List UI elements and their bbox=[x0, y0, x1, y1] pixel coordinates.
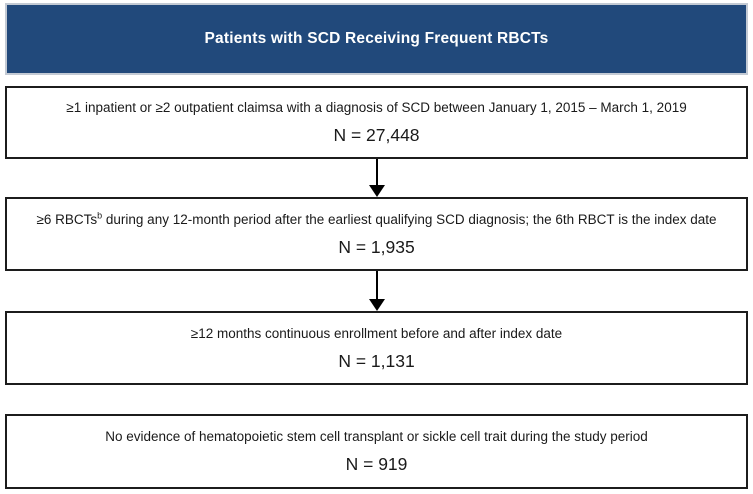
arrow-head bbox=[368, 185, 385, 197]
criteria-text: ≥12 months continuous enrollment before … bbox=[171, 325, 582, 342]
flow-box-rbct-frequency: ≥6 RBCTsb during any 12-month period aft… bbox=[5, 197, 748, 271]
n-count: N = 1,935 bbox=[338, 236, 415, 257]
diagram-title-banner: Patients with SCD Receiving Frequent RBC… bbox=[5, 3, 748, 75]
down-arrow-icon bbox=[5, 159, 748, 197]
n-count: N = 919 bbox=[345, 454, 408, 474]
criteria-text-main: ≥12 months continuous enrollment before … bbox=[190, 325, 563, 341]
down-arrow-icon bbox=[5, 271, 748, 311]
n-count: N = 1,131 bbox=[338, 350, 415, 371]
criteria-text-main: No evidence of hematopoietic stem cell t… bbox=[105, 429, 648, 444]
arrow-head bbox=[368, 299, 385, 311]
vertical-gap bbox=[5, 385, 748, 414]
criteria-text-main: ≥1 inpatient or ≥2 outpatient claimsa wi… bbox=[66, 100, 687, 115]
arrow-shaft bbox=[375, 271, 378, 299]
flow-box-continuous-enrollment: ≥12 months continuous enrollment before … bbox=[5, 311, 748, 385]
arrow-shaft bbox=[375, 159, 378, 185]
flow-box-scd-claims: ≥1 inpatient or ≥2 outpatient claimsa wi… bbox=[5, 86, 748, 159]
n-count: N = 27,448 bbox=[333, 125, 420, 145]
criteria-text: No evidence of hematopoietic stem cell t… bbox=[85, 428, 668, 445]
diagram-title: Patients with SCD Receiving Frequent RBC… bbox=[204, 30, 549, 47]
criteria-text: ≥6 RBCTsb during any 12-month period aft… bbox=[16, 211, 736, 228]
criteria-text-main: ≥6 RBCTs bbox=[36, 211, 98, 227]
flow-box-no-transplant-or-trait: No evidence of hematopoietic stem cell t… bbox=[5, 414, 748, 489]
criteria-text: ≥1 inpatient or ≥2 outpatient claimsa wi… bbox=[46, 99, 706, 116]
criteria-text-rest: during any 12-month period after the ear… bbox=[102, 211, 717, 227]
criteria-footnote-marker: b bbox=[97, 210, 103, 220]
